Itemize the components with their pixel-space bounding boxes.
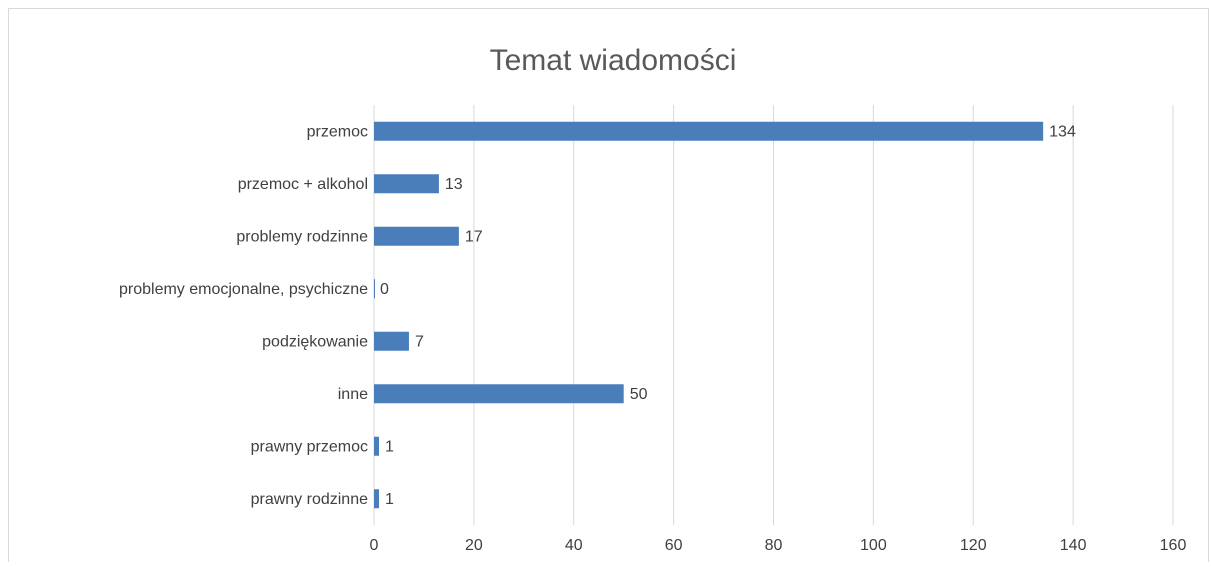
chart-title: Temat wiadomości <box>490 44 737 77</box>
data-label: 1 <box>385 491 394 508</box>
bar <box>374 489 379 509</box>
bar <box>374 174 439 194</box>
bar <box>374 121 1044 141</box>
y-tick-label: podziękowanie <box>262 333 368 350</box>
x-tick-label: 140 <box>1060 537 1087 554</box>
x-tick-label: 160 <box>1160 537 1187 554</box>
data-label: 50 <box>630 386 648 403</box>
x-tick-label: 40 <box>565 537 583 554</box>
bar <box>374 226 459 246</box>
data-label: 0 <box>380 281 389 298</box>
data-label: 134 <box>1049 123 1076 140</box>
y-tick-label: inne <box>338 386 368 403</box>
data-label: 13 <box>445 176 463 193</box>
data-label: 7 <box>415 333 424 350</box>
data-label: 17 <box>465 228 483 245</box>
chart-frame <box>8 8 1209 567</box>
x-tick-label: 60 <box>665 537 683 554</box>
y-tick-label: problemy emocjonalne, psychiczne <box>119 281 368 298</box>
bar <box>374 331 409 351</box>
y-tick-label: przemoc <box>307 123 368 140</box>
y-tick-label: przemoc + alkohol <box>238 176 368 193</box>
data-label: 1 <box>385 438 394 455</box>
bar <box>374 436 379 456</box>
x-tick-label: 100 <box>860 537 887 554</box>
x-tick-label: 120 <box>960 537 987 554</box>
bar <box>374 279 375 299</box>
x-tick-label: 0 <box>370 537 379 554</box>
x-tick-label: 20 <box>465 537 483 554</box>
y-tick-label: prawny przemoc <box>251 438 368 455</box>
y-tick-label: problemy rodzinne <box>236 228 368 245</box>
y-tick-label: prawny rodzinne <box>251 491 369 508</box>
bar <box>374 384 624 404</box>
x-tick-label: 80 <box>765 537 783 554</box>
